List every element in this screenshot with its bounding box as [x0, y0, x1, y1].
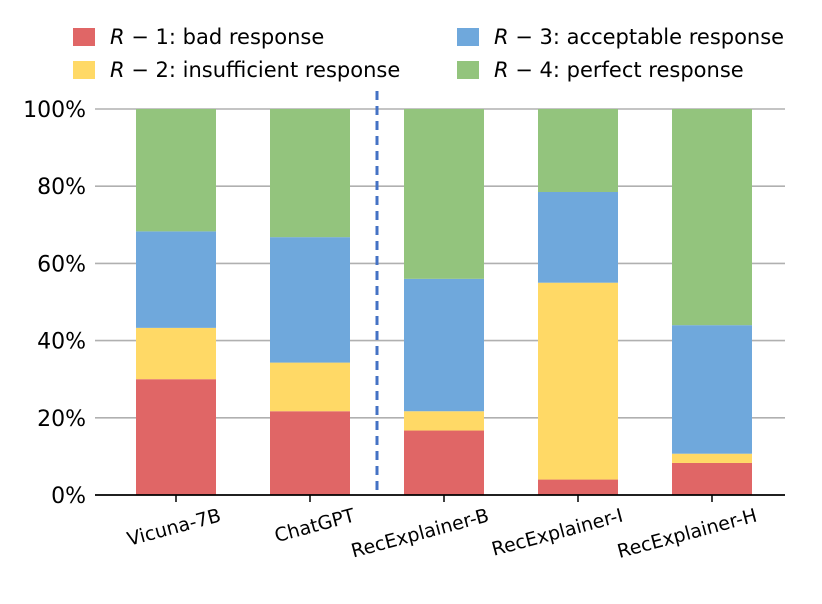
- bar-recexplainer-b-r2: [404, 411, 484, 431]
- bar-recexplainer-h-r3: [672, 325, 752, 454]
- y-tick-label: 60%: [37, 252, 86, 277]
- bar-recexplainer-b-r3: [404, 278, 484, 412]
- bar-recexplainer-b-r1: [404, 430, 484, 495]
- legend-label: R − 3: acceptable response: [494, 25, 784, 49]
- legend-label: R − 4: perfect response: [494, 58, 744, 82]
- bar-vicuna-7b-r2: [136, 327, 216, 380]
- bar-vicuna-7b-r3: [136, 231, 216, 328]
- bar-recexplainer-i-r3: [538, 191, 618, 283]
- bar-recexplainer-i-r1: [538, 479, 618, 495]
- legend-label: R − 2: insufficient response: [110, 58, 400, 82]
- bar-chatgpt-r4: [270, 109, 350, 238]
- legend-swatch: [457, 61, 479, 79]
- x-tick-label-vicuna-7b: Vicuna-7B: [125, 505, 223, 551]
- x-tick-label-chatgpt: ChatGPT: [272, 504, 357, 547]
- x-tick-label-recexplainer-i: RecExplainer-I: [489, 505, 625, 561]
- legend-item-r4: R − 4: perfect response: [457, 58, 744, 82]
- bar-recexplainer-i-r2: [538, 282, 618, 480]
- bar-vicuna-7b-r1: [136, 379, 216, 495]
- y-tick-label: 100%: [23, 98, 86, 123]
- x-tick-label-recexplainer-b: RecExplainer-B: [349, 505, 491, 563]
- legend-swatch: [73, 28, 95, 46]
- bar-recexplainer-b-r4: [404, 109, 484, 279]
- bar-chatgpt-r1: [270, 411, 350, 495]
- bar-recexplainer-h-r1: [672, 462, 752, 495]
- bar-recexplainer-h-r2: [672, 453, 752, 463]
- y-tick-label: 40%: [37, 330, 86, 355]
- y-tick-label: 80%: [37, 175, 86, 200]
- legend: R − 1: bad response R − 2: insufficient r…: [73, 25, 784, 82]
- legend-item-r1: R − 1: bad response: [73, 25, 324, 49]
- y-axis: 0% 20% 40% 60% 80% 100%: [23, 98, 86, 509]
- bar-chatgpt-r3: [270, 237, 350, 363]
- y-tick-label: 20%: [37, 407, 86, 432]
- bar-recexplainer-i-r4: [538, 109, 618, 192]
- bar-recexplainer-h-r4: [672, 109, 752, 326]
- y-tick-label: 0%: [51, 484, 86, 509]
- legend-swatch: [73, 61, 95, 79]
- legend-swatch: [457, 28, 479, 46]
- x-axis: Vicuna-7B ChatGPTRecExplainer-BRecExplain…: [95, 494, 785, 563]
- legend-item-r3: R − 3: acceptable response: [457, 25, 784, 49]
- bars: [136, 91, 752, 495]
- bar-chatgpt-r2: [270, 362, 350, 412]
- bar-vicuna-7b-r4: [136, 109, 216, 232]
- legend-item-r2: R − 2: insufficient response: [73, 58, 400, 82]
- legend-label: R − 1: bad response: [110, 25, 324, 49]
- x-tick-label-recexplainer-h: RecExplainer-H: [615, 505, 759, 563]
